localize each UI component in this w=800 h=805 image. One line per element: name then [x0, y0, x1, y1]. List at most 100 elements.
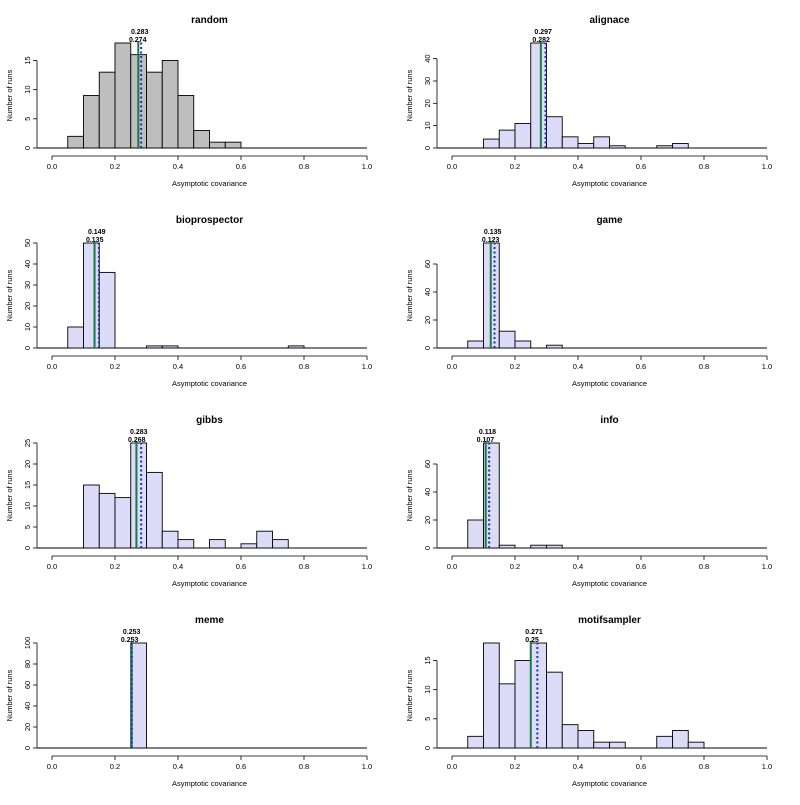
- histogram-bar: [483, 442, 500, 549]
- median-value-label: 0.123: [482, 237, 500, 244]
- x-tick-label: 0.8: [699, 362, 709, 371]
- x-tick-label: 1.0: [362, 562, 372, 571]
- y-tick-label: 0: [23, 146, 32, 150]
- histogram-bar: [83, 95, 100, 149]
- x-axis-label: Asymptotic covariance: [172, 779, 247, 788]
- histogram-bar: [577, 143, 595, 149]
- y-tick-label: 100: [23, 637, 32, 650]
- x-tick-label: 0.2: [110, 362, 120, 371]
- histogram-bar: [483, 138, 500, 149]
- x-axis-label: Asymptotic covariance: [172, 179, 247, 188]
- histogram-bar: [114, 497, 132, 549]
- histogram-bar: [561, 136, 579, 149]
- histogram-bar: [146, 471, 163, 549]
- x-tick-label: 0.6: [236, 162, 246, 171]
- x-tick-label: 0.0: [447, 362, 457, 371]
- mean-value-label: 0.253: [123, 629, 141, 636]
- y-tick-label: 0: [23, 346, 32, 350]
- histogram-bar: [272, 539, 289, 549]
- y-tick-label: 5: [23, 117, 32, 121]
- x-tick-label: 0.0: [47, 162, 57, 171]
- histogram-bar: [161, 60, 179, 149]
- histogram-panel-bioprospector: bioprospector 0 10 20 30 40 50 Number of runs 0.…: [5, 215, 372, 388]
- x-tick-label: 0.2: [110, 162, 120, 171]
- x-axis-label: Asymptotic covariance: [572, 379, 647, 388]
- histogram-bar: [656, 145, 673, 149]
- x-tick-label: 0.4: [573, 162, 583, 171]
- y-tick-label: 10: [423, 121, 432, 129]
- y-tick-label: 40: [23, 260, 32, 268]
- chart-title: gibbs: [196, 415, 223, 426]
- x-tick-label: 1.0: [762, 762, 772, 771]
- x-tick-label: 0.0: [47, 562, 57, 571]
- histogram-bar: [287, 345, 305, 349]
- histogram-bar: [240, 543, 258, 549]
- y-tick-label: 20: [423, 516, 432, 524]
- histogram-panel-gibbs: gibbs 0 5 10 15 20 25 Number of runs 0.0 0.2 0.4 0.…: [5, 415, 372, 588]
- histogram-bar: [687, 741, 705, 749]
- y-tick-label: 30: [423, 77, 432, 85]
- y-tick-label: 25: [23, 439, 32, 447]
- histogram-bar: [593, 741, 610, 749]
- histogram-bar: [546, 116, 563, 149]
- y-tick-label: 20: [423, 316, 432, 324]
- histogram-bar: [130, 442, 147, 549]
- histogram-bar: [467, 340, 484, 349]
- histogram-bar: [498, 683, 516, 749]
- x-tick-label: 0.8: [299, 562, 309, 571]
- mean-value-label: 0.283: [131, 29, 149, 36]
- x-tick-label: 1.0: [762, 362, 772, 371]
- histogram-bar: [672, 143, 689, 149]
- y-tick-label: 0: [423, 346, 432, 350]
- y-tick-label: 40: [423, 488, 432, 496]
- x-tick-label: 1.0: [362, 362, 372, 371]
- mean-value-label: 0.297: [534, 29, 552, 36]
- x-tick-label: 0.6: [636, 362, 646, 371]
- histogram-panel-meme: meme 0 20 40 60 80 100 Number of runs 0.0 0.2 0.4 0…: [5, 615, 372, 788]
- median-value-label: 0.107: [477, 437, 495, 444]
- x-tick-label: 0.6: [636, 762, 646, 771]
- y-tick-label: 15: [23, 56, 32, 64]
- histogram-bar: [98, 271, 116, 349]
- histogram-panel-info: info 0 20 40 60 Number of runs 0.0 0.2 0.4 0.6 0.8…: [405, 415, 772, 588]
- mean-value-label: 0.118: [479, 429, 496, 436]
- x-tick-label: 0.4: [173, 362, 183, 371]
- y-axis-label: Number of runs: [405, 669, 414, 721]
- histogram-bar: [130, 642, 147, 749]
- histogram-bar: [546, 544, 563, 549]
- median-value-label: 0.282: [532, 37, 550, 44]
- y-axis-label: Number of runs: [5, 269, 14, 321]
- histogram-bar: [498, 330, 516, 349]
- histogram-bar: [498, 129, 516, 149]
- histogram-bar: [577, 730, 595, 749]
- histogram-bar: [209, 539, 226, 549]
- x-tick-label: 0.4: [573, 562, 583, 571]
- y-axis-label: Number of runs: [405, 469, 414, 521]
- y-tick-label: 40: [423, 54, 432, 62]
- x-tick-label: 0.4: [573, 762, 583, 771]
- x-axis-label: Asymptotic covariance: [172, 379, 247, 388]
- x-tick-label: 0.2: [110, 562, 120, 571]
- x-tick-label: 0.6: [236, 562, 246, 571]
- histogram-bar: [561, 724, 579, 749]
- histogram-bar: [161, 530, 179, 549]
- median-value-label: 0.135: [86, 237, 104, 244]
- chart-title: info: [600, 415, 618, 426]
- histogram-panel-motifsampler: motifsampler 0 5 10 15 Number of runs 0.0 0.2 0.…: [405, 615, 772, 788]
- x-tick-label: 0.6: [236, 762, 246, 771]
- x-tick-label: 0.2: [510, 362, 520, 371]
- histogram-bar: [146, 71, 163, 149]
- histogram-bar: [67, 326, 84, 349]
- x-tick-label: 0.0: [447, 562, 457, 571]
- chart-title: alignace: [589, 15, 629, 26]
- x-tick-label: 1.0: [362, 762, 372, 771]
- histogram-bar: [546, 671, 563, 749]
- histogram-bar: [83, 484, 100, 549]
- y-tick-label: 0: [23, 546, 32, 550]
- median-value-label: 0.268: [128, 437, 146, 444]
- x-axis-label: Asymptotic covariance: [172, 579, 247, 588]
- mean-value-label: 0.149: [88, 229, 106, 236]
- y-tick-label: 60: [23, 681, 32, 689]
